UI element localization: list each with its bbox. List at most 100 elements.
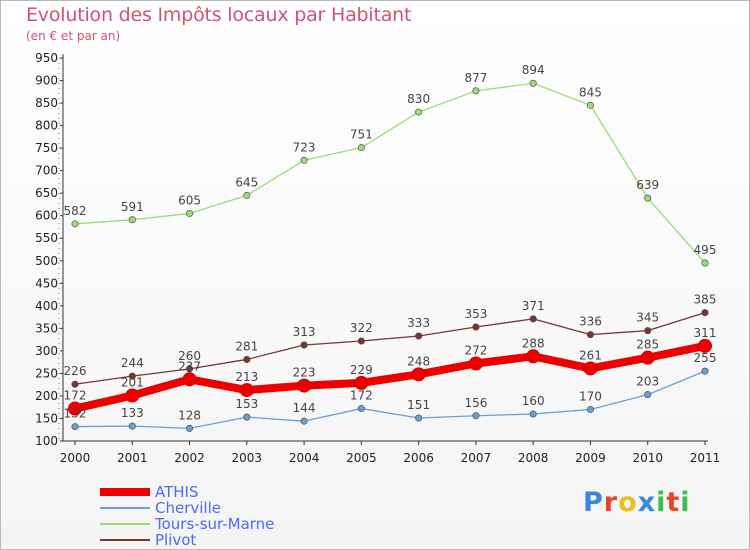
data-label: 639 — [636, 178, 659, 192]
data-point — [71, 380, 79, 388]
data-label: 385 — [694, 293, 717, 307]
data-point — [472, 87, 480, 95]
data-point — [128, 422, 136, 430]
data-point — [243, 355, 251, 363]
data-label: 591 — [121, 200, 144, 214]
data-point — [357, 337, 365, 345]
data-point — [472, 323, 480, 331]
data-label: 322 — [350, 321, 373, 335]
data-label: 495 — [694, 243, 717, 257]
y-tick-label: 150 — [35, 411, 58, 425]
y-tick-label: 650 — [35, 186, 58, 200]
y-tick-label: 750 — [35, 141, 58, 155]
data-label: 226 — [64, 364, 87, 378]
data-point — [71, 423, 79, 431]
data-label: 371 — [522, 299, 545, 313]
legend-swatch — [100, 500, 150, 516]
data-point — [186, 424, 194, 432]
data-point — [415, 108, 423, 116]
data-label: 345 — [636, 311, 659, 325]
data-label: 156 — [464, 396, 487, 410]
data-label: 201 — [121, 375, 144, 389]
data-point — [586, 101, 594, 109]
data-label: 132 — [64, 407, 87, 421]
x-tick-label: 2004 — [289, 451, 320, 465]
data-point — [472, 412, 480, 420]
data-point — [529, 410, 537, 418]
series-line-plivot — [74, 311, 706, 385]
data-point — [415, 332, 423, 340]
data-point — [128, 216, 136, 224]
data-point — [68, 401, 82, 416]
legend-swatch — [100, 484, 150, 500]
data-point — [586, 331, 594, 339]
data-label: 261 — [579, 348, 602, 362]
series-line-cherville — [74, 370, 706, 430]
data-label: 223 — [293, 366, 316, 380]
data-point — [701, 259, 709, 267]
data-point — [182, 372, 197, 387]
x-tick-label: 2009 — [575, 451, 606, 465]
x-tick-label: 2003 — [232, 451, 263, 465]
data-label: 723 — [293, 140, 316, 154]
data-label: 281 — [235, 339, 258, 353]
data-point — [300, 341, 308, 349]
data-label: 153 — [235, 397, 258, 411]
data-point — [186, 209, 194, 217]
data-label: 285 — [636, 338, 659, 352]
y-tick-label: 250 — [35, 366, 58, 380]
y-tick-label: 350 — [35, 321, 58, 335]
data-label: 244 — [121, 356, 144, 370]
y-tick-label: 450 — [35, 276, 58, 290]
proxiti-logo: Proxiti — [583, 487, 691, 518]
y-tick-label: 300 — [35, 344, 58, 358]
data-point — [411, 367, 426, 382]
data-label: 128 — [178, 408, 201, 422]
series-line-athis — [71, 341, 709, 413]
y-tick-label: 400 — [35, 299, 58, 313]
data-point — [586, 405, 594, 413]
legend-label: ATHIS — [155, 483, 199, 501]
legend-label: Plivot — [155, 531, 197, 549]
data-label: 133 — [121, 406, 144, 420]
y-tick-label: 900 — [35, 74, 58, 88]
data-point — [415, 414, 423, 422]
data-label: 751 — [350, 128, 373, 142]
y-tick-label: 950 — [35, 51, 58, 65]
data-point — [71, 220, 79, 228]
data-point — [640, 350, 655, 365]
data-point — [526, 349, 541, 364]
y-tick-label: 500 — [35, 254, 58, 268]
data-point — [644, 391, 652, 399]
data-label: 203 — [636, 375, 659, 389]
data-label: 172 — [64, 389, 87, 403]
data-point — [186, 365, 194, 373]
x-tick-label: 2007 — [461, 451, 492, 465]
data-point — [300, 156, 308, 164]
y-tick-label: 800 — [35, 119, 58, 133]
data-point — [644, 194, 652, 202]
data-point — [644, 327, 652, 335]
y-tick-label: 600 — [35, 209, 58, 223]
x-tick-label: 2006 — [403, 451, 434, 465]
data-point — [300, 417, 308, 425]
data-point — [354, 375, 369, 390]
legend-swatch — [100, 532, 150, 548]
data-point — [701, 309, 709, 317]
data-point — [701, 367, 709, 375]
x-tick-label: 2010 — [632, 451, 663, 465]
y-tick-label: 550 — [35, 231, 58, 245]
data-label: 160 — [522, 394, 545, 408]
data-label: 313 — [293, 325, 316, 339]
data-label: 582 — [64, 204, 87, 218]
data-point — [297, 378, 312, 393]
data-label: 830 — [407, 92, 430, 106]
chart-title: Evolution des Impôts locaux par Habitant — [26, 4, 412, 26]
x-tick-label: 2002 — [174, 451, 205, 465]
x-tick-label: 2005 — [346, 451, 377, 465]
x-tick-label: 2001 — [117, 451, 148, 465]
x-tick-label: 2008 — [518, 451, 549, 465]
x-tick-label: 2011 — [690, 451, 721, 465]
data-point — [128, 372, 136, 380]
